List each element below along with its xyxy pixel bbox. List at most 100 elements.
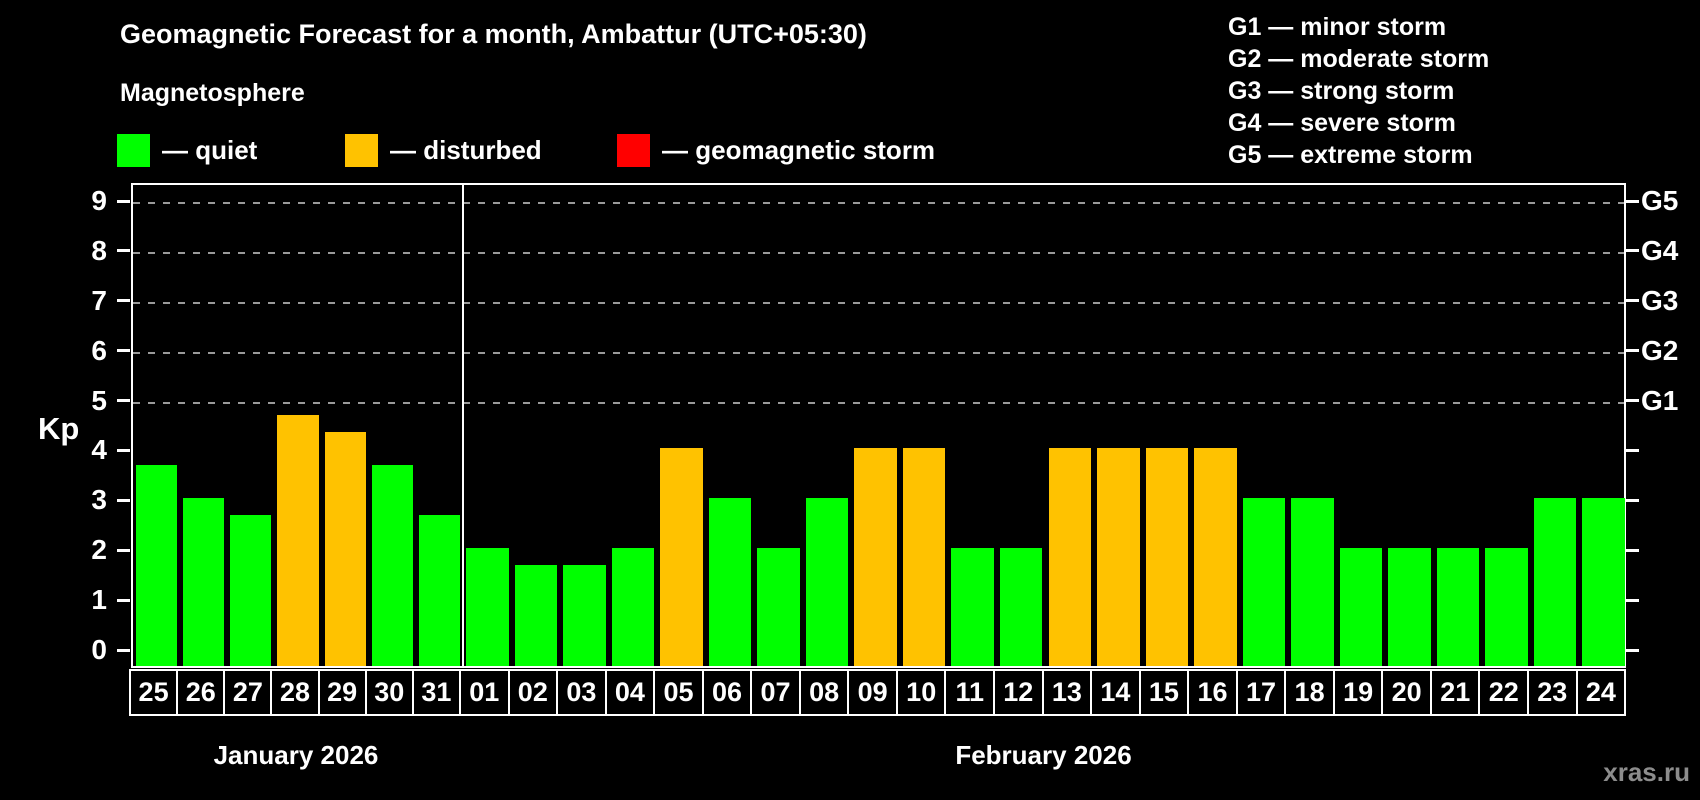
y-tick-mark-right: [1626, 199, 1639, 203]
date-cell-19: 19: [1332, 669, 1384, 716]
kp-bar-30: [371, 464, 413, 666]
date-cell-26: 26: [176, 669, 226, 716]
date-cell-17: 17: [1235, 669, 1287, 716]
chart-subtitle: Magnetosphere: [120, 79, 305, 107]
date-cell-04: 04: [604, 669, 656, 716]
y-tick-mark-right: [1626, 448, 1639, 452]
y-tick-mark-right: [1626, 349, 1639, 353]
date-cell-02: 02: [507, 669, 559, 716]
kp-bar-03: [563, 564, 606, 666]
kp-bar-01: [466, 548, 509, 666]
kp-bar-29: [324, 431, 366, 666]
kp-bar-05: [660, 448, 703, 666]
watermark: xras.ru: [1603, 757, 1690, 787]
g-legend-line-2: G2 — moderate storm: [1228, 45, 1490, 73]
y-tick-mark-left: [117, 648, 130, 652]
g-axis-label-G4: G4: [1641, 234, 1679, 266]
date-cell-28: 28: [270, 669, 320, 716]
y-tick-label-6: 6: [91, 334, 107, 366]
g-axis-label-G1: G1: [1641, 384, 1679, 416]
g-axis-label-G2: G2: [1641, 334, 1679, 366]
kp-gridline-5: [133, 401, 1624, 404]
date-cell-11: 11: [944, 669, 996, 716]
date-cell-20: 20: [1381, 669, 1432, 716]
disturbed-swatch-icon: [345, 134, 378, 167]
y-tick-label-9: 9: [91, 185, 107, 216]
legend-item-disturbed: — disturbed: [345, 133, 542, 168]
kp-bar-31: [418, 514, 460, 666]
chart-title: Geomagnetic Forecast for a month, Ambatt…: [120, 19, 867, 49]
month-label-2: February 2026: [955, 740, 1132, 770]
y-tick-mark-left: [117, 299, 130, 303]
kp-bar-22: [1485, 548, 1528, 666]
date-cell-14: 14: [1090, 669, 1141, 716]
y-tick-mark-right: [1626, 249, 1639, 253]
date-cell-08: 08: [798, 669, 850, 716]
kp-bar-20: [1388, 548, 1431, 666]
date-cell-03: 03: [556, 669, 607, 716]
date-cell-22: 22: [1478, 669, 1530, 716]
date-cell-27: 27: [223, 669, 273, 716]
kp-gridline-8: [133, 251, 1624, 254]
date-cell-06: 06: [701, 669, 753, 716]
date-cell-18: 18: [1284, 669, 1335, 716]
date-cell-13: 13: [1041, 669, 1093, 716]
y-tick-mark-right: [1626, 648, 1639, 652]
kp-bar-24: [1582, 498, 1625, 666]
plot-area: [131, 183, 1626, 668]
y-tick-label-2: 2: [91, 534, 107, 566]
g-axis-label-G5: G5: [1641, 185, 1679, 216]
date-cell-07: 07: [750, 669, 801, 716]
kp-bar-19: [1339, 548, 1383, 666]
legend-label-quiet: — quiet: [162, 135, 258, 165]
kp-bar-21: [1436, 548, 1480, 666]
date-cell-23: 23: [1527, 669, 1578, 716]
kp-bar-18: [1291, 498, 1334, 666]
kp-bar-26: [183, 498, 225, 666]
date-cell-05: 05: [653, 669, 704, 716]
kp-bar-25: [136, 464, 178, 666]
kp-bar-09: [854, 448, 897, 666]
kp-bar-27: [230, 514, 272, 666]
y-tick-mark-left: [117, 399, 130, 403]
kp-bar-14: [1097, 448, 1140, 666]
y-tick-mark-left: [117, 199, 130, 203]
legend-item-storm: — geomagnetic storm: [617, 133, 935, 168]
y-tick-mark-right: [1626, 299, 1639, 303]
y-tick-label-0: 0: [91, 634, 107, 665]
date-cell-29: 29: [317, 669, 367, 716]
y-tick-label-4: 4: [91, 434, 107, 466]
date-cell-15: 15: [1138, 669, 1190, 716]
kp-bar-04: [611, 548, 655, 666]
g-legend-line-5: G5 — extreme storm: [1228, 141, 1473, 169]
date-cell-31: 31: [411, 669, 461, 716]
date-cell-12: 12: [993, 669, 1044, 716]
kp-bar-08: [805, 498, 849, 666]
date-cell-10: 10: [895, 669, 947, 716]
date-cell-30: 30: [364, 669, 414, 716]
g-legend-line-3: G3 — strong storm: [1228, 77, 1455, 105]
kp-bar-16: [1194, 448, 1237, 666]
y-tick-label-1: 1: [91, 584, 107, 616]
y-tick-mark-left: [117, 349, 130, 353]
y-tick-label-5: 5: [91, 384, 107, 416]
y-tick-mark-right: [1626, 598, 1639, 602]
y-tick-mark-right: [1626, 498, 1639, 502]
month-group-2: 01 02 03 04 05 06 07 08 09 10 11 12 13 14 15 16 17 18 19 20…: [459, 669, 1627, 716]
kp-bar-23: [1533, 498, 1577, 666]
kp-bar-15: [1145, 448, 1189, 666]
kp-gridline-7: [133, 301, 1624, 304]
month-group-1: 25 26 27 28 29 30 31: [129, 669, 461, 716]
y-tick-mark-right: [1626, 399, 1639, 403]
kp-bar-10: [902, 448, 946, 666]
storm-swatch-icon: [617, 134, 650, 167]
legend-label-storm: — geomagnetic storm: [662, 135, 936, 165]
y-tick-mark-left: [117, 249, 130, 253]
month-divider: [462, 185, 464, 666]
y-tick-mark-right: [1626, 548, 1639, 552]
date-cell-01: 01: [459, 669, 510, 716]
quiet-swatch-icon: [117, 134, 150, 167]
y-axis-title: Kp: [38, 411, 80, 446]
date-cell-16: 16: [1187, 669, 1238, 716]
kp-bar-12: [999, 548, 1043, 666]
